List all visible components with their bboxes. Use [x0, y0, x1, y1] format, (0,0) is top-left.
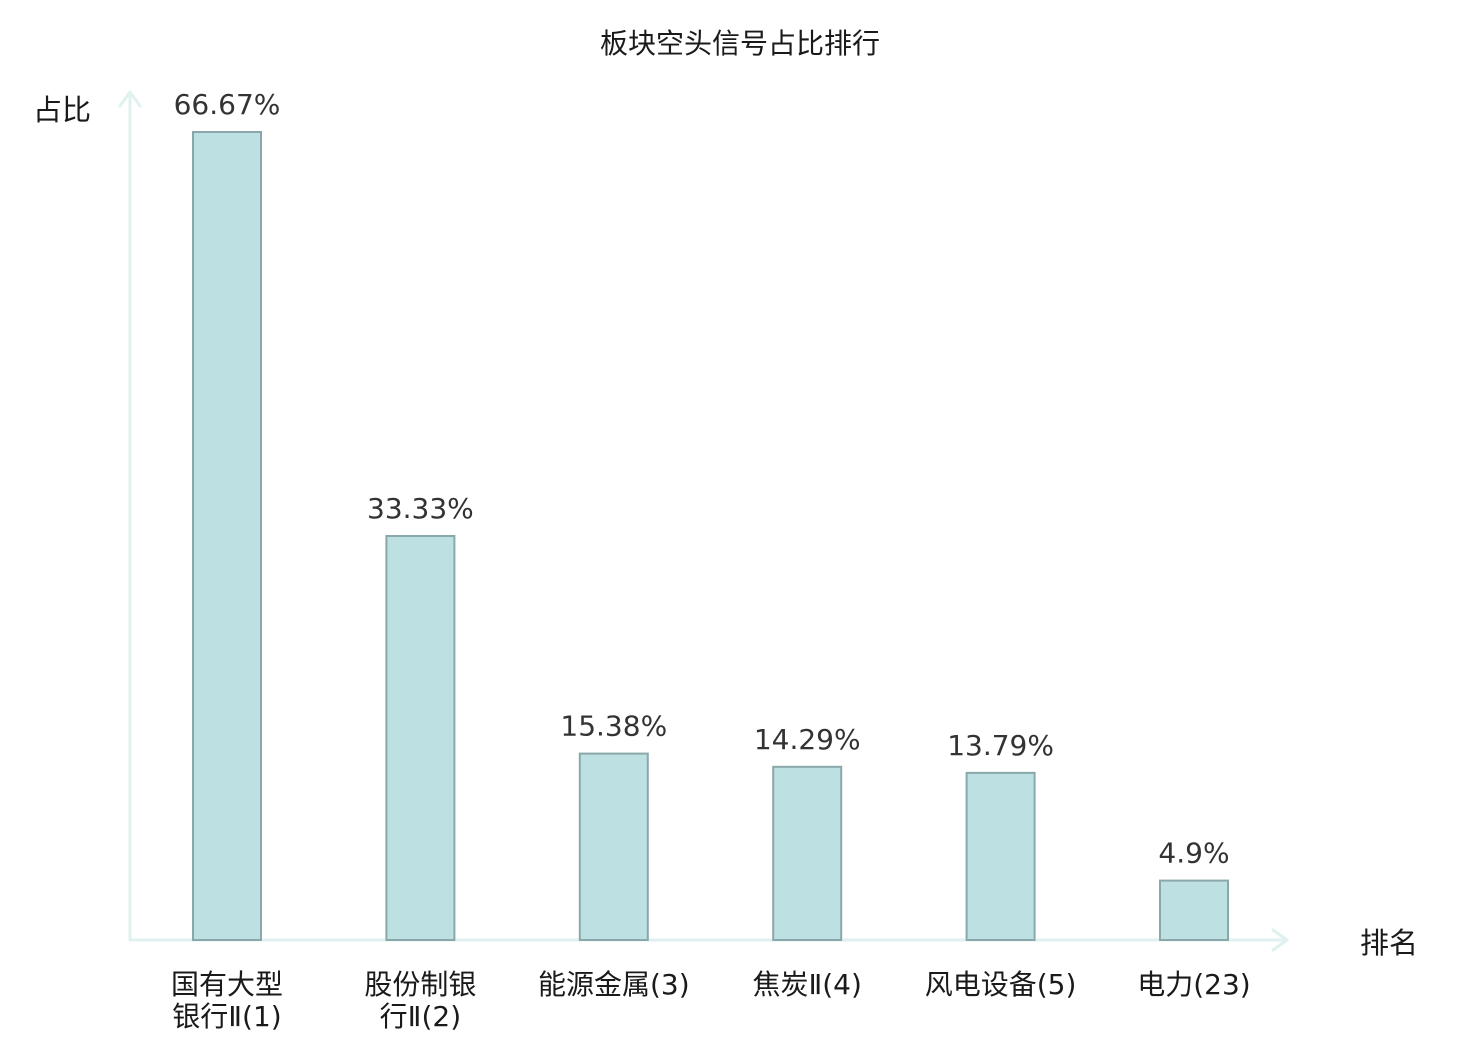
category-label-2-line-1: 股份制银 [364, 968, 476, 1001]
category-label-2-line-2: 行Ⅱ(2) [380, 1000, 461, 1033]
value-label-5: 13.79% [947, 729, 1054, 762]
category-label-4: 焦炭Ⅱ(4) [752, 968, 861, 1001]
value-label-2: 33.33% [367, 492, 474, 525]
category-label-6: 电力(23) [1137, 968, 1250, 1001]
data-labels: 66.67% 33.33% 15.38% 14.29% 13.79% 4.9% [174, 88, 1230, 870]
y-axis-arrow [118, 90, 142, 108]
y-axis-label: 占比 [33, 93, 91, 127]
value-label-1: 66.67% [174, 88, 281, 121]
bar-4 [772, 765, 843, 941]
value-label-4: 14.29% [754, 723, 861, 756]
bar-3 [578, 752, 649, 941]
bar-6 [1159, 879, 1229, 941]
x-axis [128, 928, 1289, 952]
x-axis-label: 排名 [1360, 926, 1418, 960]
category-label-3: 能源金属(3) [538, 968, 690, 1001]
bar-1 [192, 131, 262, 941]
category-label-5: 风电设备(5) [925, 968, 1077, 1001]
y-axis [118, 90, 142, 942]
category-label-1-line-1: 国有大型 [171, 968, 283, 1001]
category-label-1-line-2: 银行Ⅱ(1) [172, 1000, 281, 1033]
bar-2 [385, 535, 456, 941]
value-label-6: 4.9% [1158, 837, 1229, 870]
chart-title: 板块空头信号占比排行 [600, 27, 880, 60]
bar-series [192, 131, 1229, 942]
value-label-3: 15.38% [560, 710, 667, 743]
x-axis-arrow [1271, 928, 1289, 952]
bar-5 [965, 771, 1036, 942]
